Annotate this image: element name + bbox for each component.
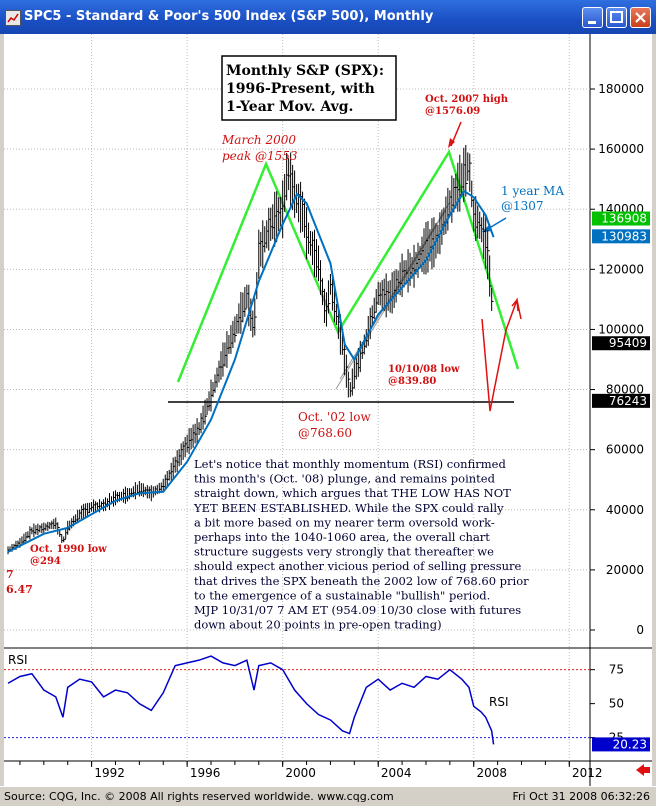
- commentary-line: this month's (Oct. '08) plunge, and rema…: [194, 472, 496, 486]
- scroll-left-icon[interactable]: [636, 764, 650, 776]
- price-tag-label: 76243: [609, 394, 647, 408]
- chart-area[interactable]: 0 20000 40000 60000 80000 100000 120000 140000 1…: [4, 34, 652, 786]
- commentary-text: Let's notice that monthly momentum (RSI)…: [193, 457, 529, 632]
- rsi-y-tick-label: 50: [609, 697, 624, 711]
- commentary-line: that drives the SPX beneath the 2002 low…: [194, 574, 529, 588]
- title-box-line2: 1996-Present, with: [226, 81, 375, 97]
- chart-app-icon: [5, 10, 21, 26]
- annotation-oct1990-value: @294: [30, 556, 61, 567]
- annotation-cut-left-a: 7: [6, 568, 14, 581]
- commentary-line: to the emergence of a sustainable "bulli…: [194, 588, 490, 602]
- maximize-button[interactable]: [606, 7, 627, 28]
- y-tick-label: 20000: [606, 563, 644, 577]
- minimize-icon: [588, 21, 596, 24]
- y-tick-label: 100000: [598, 322, 644, 336]
- status-datetime: Fri Oct 31 2008 06:32:26: [512, 790, 650, 803]
- commentary-line: a bit more based on my nearer term overs…: [194, 515, 495, 529]
- commentary-line: straight down, which argues that THE LOW…: [194, 486, 511, 500]
- x-tick-label: 2004: [381, 766, 412, 780]
- price-tags: 136908 130983 95409 76243: [592, 211, 650, 408]
- rsi-line: [7, 655, 495, 745]
- price-tag-box: [592, 336, 650, 351]
- window-title: SPC5 - Standard & Poor's 500 Index (S&P …: [24, 9, 434, 24]
- annotation-march2000: March 2000: [221, 133, 296, 147]
- chart-canvas: 0200004000060000800001000001200001400001…: [4, 34, 652, 786]
- maximize-icon: [610, 11, 623, 23]
- y-tick-label: 0: [636, 623, 644, 637]
- x-tick-label: 2000: [285, 766, 316, 780]
- projection-arrows: [481, 297, 522, 412]
- commentary-line: YET BEEN ESTABLISHED. While the SPX coul…: [193, 501, 504, 515]
- status-source: Source: CQG, Inc. © 2008 All rights rese…: [4, 790, 394, 803]
- y-tick-label: 40000: [606, 503, 644, 517]
- annotation-ma-value: @1307: [501, 199, 544, 213]
- rsi-panel-label: RSI: [8, 653, 28, 667]
- rsi-panel: RSI255075RSI20.23: [4, 653, 650, 752]
- x-tick-label: 1992: [94, 766, 125, 780]
- price-tag-label: 136908: [601, 212, 647, 226]
- time-x-axis: 1992 1996 2000 2004 2008 2012: [19, 761, 650, 780]
- commentary-line: MJP 10/31/07 7 AM ET (954.09 10/30 close…: [194, 603, 521, 617]
- annotation-oct08-value: @839.80: [388, 376, 436, 387]
- price-tag-box: [592, 229, 650, 244]
- price-tag-label: 130983: [601, 229, 647, 243]
- rsi-value-tag-box: [592, 737, 650, 752]
- rsi-series-label: RSI: [489, 695, 509, 709]
- ma-line: [7, 189, 495, 553]
- y-tick-label: 80000: [606, 383, 644, 397]
- title-box-line3: 1-Year Mov. Avg.: [226, 99, 353, 115]
- projection-arrowhead: [511, 298, 519, 312]
- x-tick-label: 2012: [572, 766, 603, 780]
- annotation-oct02-value: @768.60: [298, 426, 352, 440]
- annotation-oct2007: Oct. 2007 high: [425, 94, 509, 105]
- rsi-value-tag: 20.23: [613, 737, 647, 751]
- price-tag-box: [592, 211, 650, 226]
- price-series: [7, 189, 495, 553]
- commentary-line: perhaps into the 1040-1060 area, the ove…: [194, 530, 490, 544]
- y-tick-label: 180000: [598, 82, 644, 96]
- y-tick-label: 120000: [598, 262, 644, 276]
- oct2007-arrowhead: [448, 138, 455, 148]
- x-tick-label: 2008: [476, 766, 507, 780]
- commentary-line: should expect another vicious period of …: [194, 559, 522, 573]
- title-box: [221, 55, 397, 121]
- annotation-oct1990: Oct. 1990 low: [30, 544, 107, 555]
- annotation-cut-left-b: 6.47: [6, 583, 33, 596]
- close-button[interactable]: [630, 7, 651, 28]
- price-y-axis: 0200004000060000800001000001200001400001…: [590, 82, 644, 637]
- annotation-ma: 1 year MA: [501, 184, 564, 198]
- annotation-oct2007-value: @1576.09: [425, 106, 480, 117]
- commentary-line: Let's notice that monthly momentum (RSI)…: [194, 457, 506, 471]
- y-tick-label: 160000: [598, 142, 644, 156]
- y-tick-label: 60000: [606, 443, 644, 457]
- commentary-line: down about 20 points in pre-open trading…: [194, 618, 442, 632]
- rsi-y-tick-label: 75: [609, 663, 624, 677]
- status-bar: Source: CQG, Inc. © 2008 All rights rese…: [0, 786, 656, 806]
- title-box-line1: Monthly S&P (SPX):: [226, 63, 384, 79]
- annotation-oct08: 10/10/08 low: [388, 364, 460, 375]
- close-icon: [635, 12, 646, 23]
- price-tag-label: 95409: [609, 336, 647, 350]
- annotation-march2000-value: peak @1553: [222, 149, 298, 163]
- title-bar[interactable]: SPC5 - Standard & Poor's 500 Index (S&P …: [0, 0, 656, 34]
- price-tag-box: [592, 393, 650, 408]
- minimize-button[interactable]: [582, 7, 603, 28]
- annotation-oct02: Oct. '02 low: [298, 410, 371, 424]
- commentary-line: structure suggests very strongly that th…: [194, 545, 494, 559]
- x-tick-label: 1996: [190, 766, 221, 780]
